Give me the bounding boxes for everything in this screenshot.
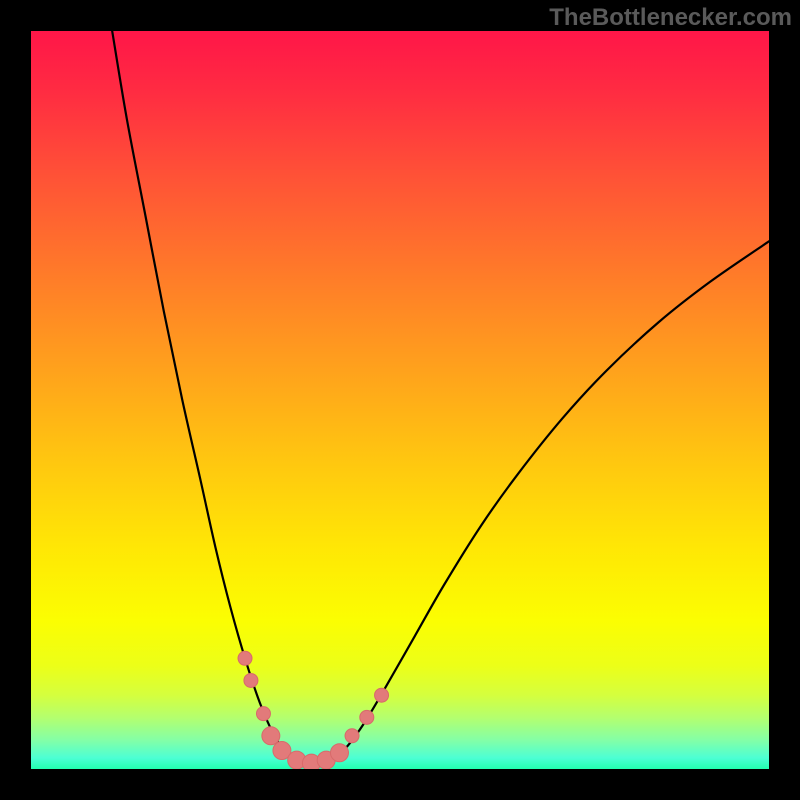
gradient-background: [31, 31, 769, 769]
marker-left-0: [238, 651, 252, 665]
marker-trough-0: [262, 727, 280, 745]
plot-area: [31, 31, 769, 769]
marker-left-2: [256, 707, 270, 721]
marker-right-1: [360, 710, 374, 724]
marker-right-0: [345, 729, 359, 743]
chart-frame: TheBottlenecker.com: [0, 0, 800, 800]
marker-trough-5: [330, 744, 348, 762]
watermark-text: TheBottlenecker.com: [549, 4, 792, 32]
marker-left-1: [244, 673, 258, 687]
marker-right-2: [375, 688, 389, 702]
